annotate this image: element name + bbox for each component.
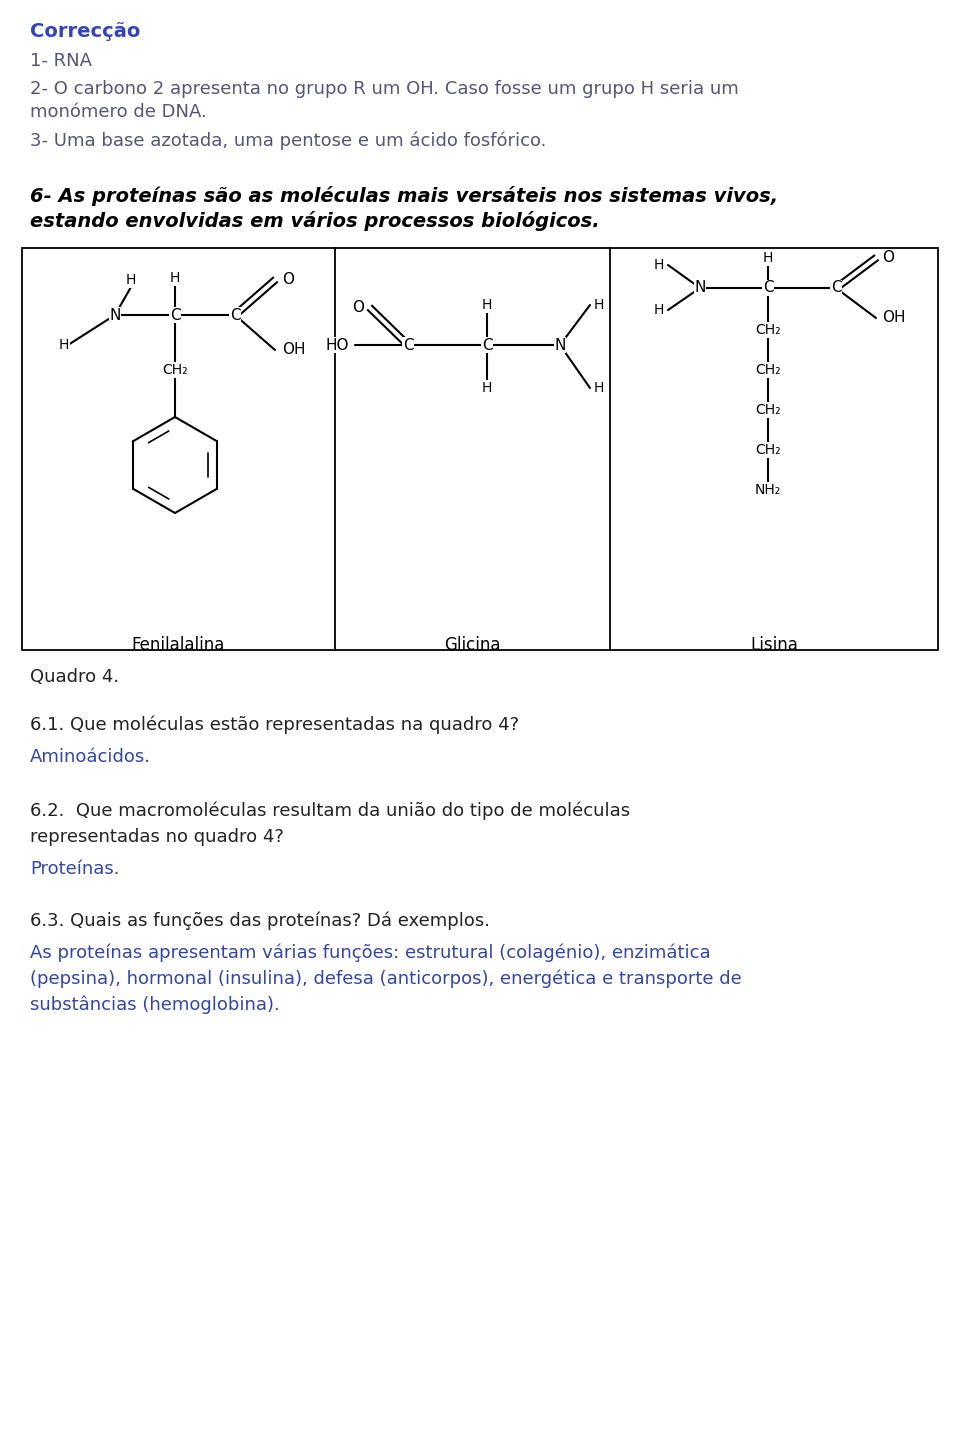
Text: 6.3. Quais as funções das proteínas? Dá exemplos.: 6.3. Quais as funções das proteínas? Dá … — [30, 912, 490, 930]
Text: H: H — [654, 257, 664, 272]
Text: NH₂: NH₂ — [755, 483, 781, 498]
Text: H: H — [763, 252, 773, 265]
Text: monómero de DNA.: monómero de DNA. — [30, 104, 206, 121]
Text: H: H — [594, 381, 605, 395]
Text: H: H — [594, 298, 605, 312]
Text: As proteínas apresentam várias funções: estrutural (colagénio), enzimática: As proteínas apresentam várias funções: … — [30, 943, 710, 962]
Text: HO: HO — [325, 338, 349, 352]
Text: O: O — [352, 301, 364, 315]
Text: Glicina: Glicina — [444, 636, 500, 654]
Text: H: H — [126, 273, 136, 288]
Text: 2- O carbono 2 apresenta no grupo R um OH. Caso fosse um grupo H seria um: 2- O carbono 2 apresenta no grupo R um O… — [30, 81, 739, 98]
Text: substâncias (hemoglobina).: substâncias (hemoglobina). — [30, 997, 279, 1014]
Text: CH₂: CH₂ — [756, 362, 780, 377]
Text: H: H — [654, 303, 664, 316]
Text: Quadro 4.: Quadro 4. — [30, 669, 119, 686]
Text: OH: OH — [282, 342, 305, 358]
Text: H: H — [170, 270, 180, 285]
Text: Aminoácidos.: Aminoácidos. — [30, 748, 151, 766]
Text: C: C — [482, 338, 492, 352]
Text: Lisina: Lisina — [750, 636, 798, 654]
Text: O: O — [282, 272, 294, 288]
Text: CH₂: CH₂ — [162, 362, 188, 377]
Text: C: C — [762, 280, 774, 295]
Text: CH₂: CH₂ — [756, 443, 780, 457]
Text: N: N — [554, 338, 565, 352]
Text: C: C — [170, 308, 180, 322]
Text: C: C — [402, 338, 414, 352]
Text: H: H — [59, 338, 69, 352]
Text: 6- As proteínas são as moléculas mais versáteis nos sistemas vivos,: 6- As proteínas são as moléculas mais ve… — [30, 186, 779, 206]
Bar — [22, 247, 938, 650]
Text: N: N — [109, 308, 121, 322]
Text: N: N — [694, 280, 706, 295]
Text: H: H — [482, 298, 492, 312]
Text: CH₂: CH₂ — [756, 324, 780, 336]
Text: Fenilalalina: Fenilalalina — [132, 636, 225, 654]
Text: 6.2.  Que macromoléculas resultam da união do tipo de moléculas: 6.2. Que macromoléculas resultam da uniã… — [30, 802, 630, 821]
Text: CH₂: CH₂ — [756, 403, 780, 417]
Text: C: C — [830, 280, 841, 295]
Text: Proteínas.: Proteínas. — [30, 860, 119, 879]
Text: 6.1. Que moléculas estão representadas na quadro 4?: 6.1. Que moléculas estão representadas n… — [30, 716, 519, 735]
Text: H: H — [482, 381, 492, 395]
Text: C: C — [229, 308, 240, 322]
Text: 1- RNA: 1- RNA — [30, 52, 92, 70]
Text: O: O — [882, 250, 894, 266]
Text: (pepsina), hormonal (insulina), defesa (anticorpos), energética e transporte de: (pepsina), hormonal (insulina), defesa (… — [30, 971, 742, 988]
Text: estando envolvidas em vários processos biológicos.: estando envolvidas em vários processos b… — [30, 211, 600, 232]
Text: 3- Uma base azotada, uma pentose e um ácido fosfórico.: 3- Uma base azotada, uma pentose e um ác… — [30, 131, 546, 150]
Text: OH: OH — [882, 311, 905, 325]
Text: representadas no quadro 4?: representadas no quadro 4? — [30, 828, 284, 846]
Text: Correcção: Correcção — [30, 22, 140, 42]
